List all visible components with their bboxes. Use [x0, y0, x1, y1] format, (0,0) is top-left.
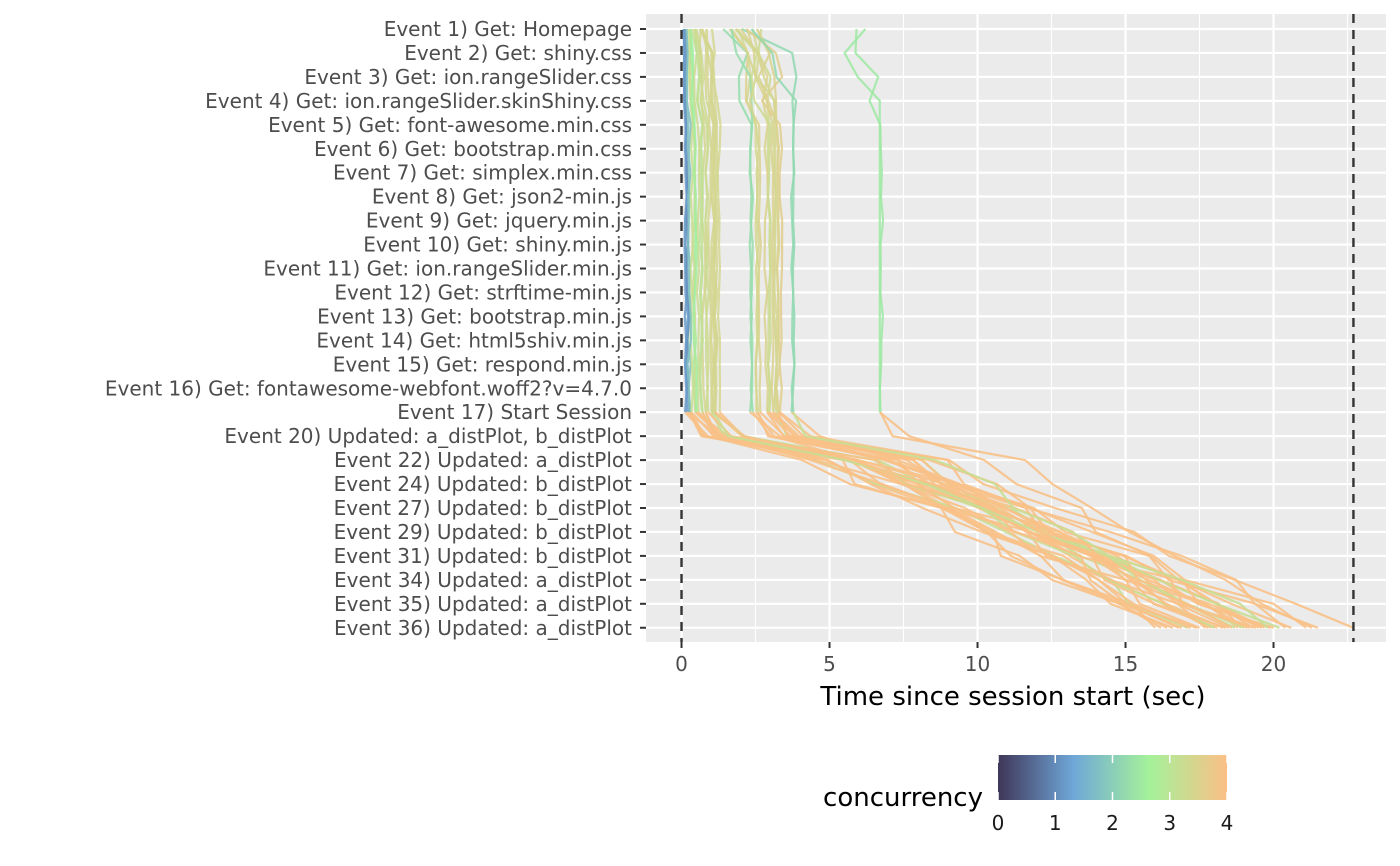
series-line-session	[779, 411, 1354, 629]
y-tick-label: Event 6) Get: bootstrap.min.css	[314, 137, 632, 161]
legend-tick-label: 3	[1163, 811, 1176, 835]
y-tick-label: Event 20) Updated: a_distPlot, b_distPlo…	[224, 424, 632, 448]
y-tick-label: Event 24) Updated: b_distPlot	[334, 472, 633, 496]
series-line-session	[712, 411, 1245, 629]
y-tick-label: Event 1) Get: Homepage	[384, 17, 632, 41]
series-line-setup	[735, 28, 778, 413]
series-line-setup	[734, 28, 772, 413]
y-tick-label: Event 8) Get: json2-min.js	[372, 185, 632, 209]
series-line-setup	[746, 28, 775, 413]
series-line-session	[879, 411, 1313, 629]
series-line-setup	[683, 28, 691, 413]
x-tick-label: 20	[1261, 652, 1286, 676]
x-tick-label: 10	[965, 652, 990, 676]
legend-tick-label: 4	[1221, 811, 1234, 835]
series-line-setup	[750, 28, 798, 413]
series-line-session	[778, 411, 1251, 629]
x-tick-label: 0	[675, 652, 688, 676]
legend: concurrency 0 1 2 3 4	[823, 755, 1233, 835]
series-line-setup	[739, 28, 770, 413]
legend-title: concurrency	[823, 783, 983, 813]
y-tick-label: Event 5) Get: font-awesome.min.css	[268, 113, 632, 137]
y-tick-label: Event 11) Get: ion.rangeSlider.min.js	[263, 257, 632, 281]
series-line-setup	[695, 28, 710, 413]
series-lines	[682, 28, 1354, 629]
series-line-setup	[730, 28, 763, 413]
series-line-setup	[685, 28, 693, 413]
y-tick-label: Event 9) Get: jquery.min.js	[366, 209, 632, 233]
x-axis: 0 5 10 15 20	[675, 642, 1286, 676]
x-axis-title: Time since session start (sec)	[819, 682, 1205, 712]
y-tick-label: Event 31) Updated: b_distPlot	[334, 544, 633, 568]
y-tick-label: Event 35) Updated: a_distPlot	[334, 592, 632, 616]
y-tick-label: Event 2) Get: shiny.css	[404, 41, 632, 65]
x-tick-label: 15	[1113, 652, 1138, 676]
series-line-setup	[698, 28, 719, 413]
x-tick-label: 5	[823, 652, 836, 676]
reference-lines	[680, 14, 1355, 642]
y-tick-label: Event 36) Updated: a_distPlot	[334, 616, 632, 640]
y-tick-label: Event 27) Updated: b_distPlot	[334, 496, 633, 520]
y-tick-label: Event 17) Start Session	[397, 400, 632, 424]
legend-tick-label: 1	[1049, 811, 1062, 835]
y-tick-label: Event 34) Updated: a_distPlot	[334, 568, 632, 592]
series-line-setup	[693, 28, 701, 413]
y-tick-label: Event 29) Updated: b_distPlot	[334, 520, 633, 544]
y-tick-label: Event 15) Get: respond.min.js	[333, 352, 632, 376]
series-line-session	[695, 411, 1174, 629]
series-line-setup	[690, 28, 704, 413]
y-tick-label: Event 22) Updated: a_distPlot	[334, 448, 632, 472]
legend-ticks: 0 1 2 3 4	[992, 755, 1234, 835]
series-line-setup	[756, 28, 781, 413]
legend-tick-label: 0	[992, 811, 1005, 835]
series-line-session	[755, 411, 1183, 629]
series-line-setup	[682, 28, 690, 413]
y-tick-label: Event 12) Get: strftime-min.js	[334, 280, 632, 304]
series-line-session	[792, 411, 1269, 629]
y-tick-label: Event 10) Get: shiny.min.js	[363, 233, 632, 257]
series-line-setup	[689, 28, 698, 413]
series-line-setup	[737, 28, 760, 413]
series-line-setup	[701, 28, 713, 413]
y-tick-label: Event 16) Get: fontawesome-webfont.woff2…	[105, 376, 632, 400]
y-tick-label: Event 14) Get: html5shiv.min.js	[316, 328, 632, 352]
y-tick-label: Event 3) Get: ion.rangeSlider.css	[304, 65, 632, 89]
y-tick-label: Event 7) Get: simplex.min.css	[333, 161, 632, 185]
legend-tick-label: 2	[1106, 811, 1119, 835]
y-tick-label: Event 13) Get: bootstrap.min.js	[317, 304, 632, 328]
series-line-setup	[854, 28, 885, 413]
y-tick-label: Event 4) Get: ion.rangeSlider.skinShiny.…	[205, 89, 632, 113]
series-line-setup	[704, 28, 716, 413]
series-line-session	[714, 411, 1263, 629]
